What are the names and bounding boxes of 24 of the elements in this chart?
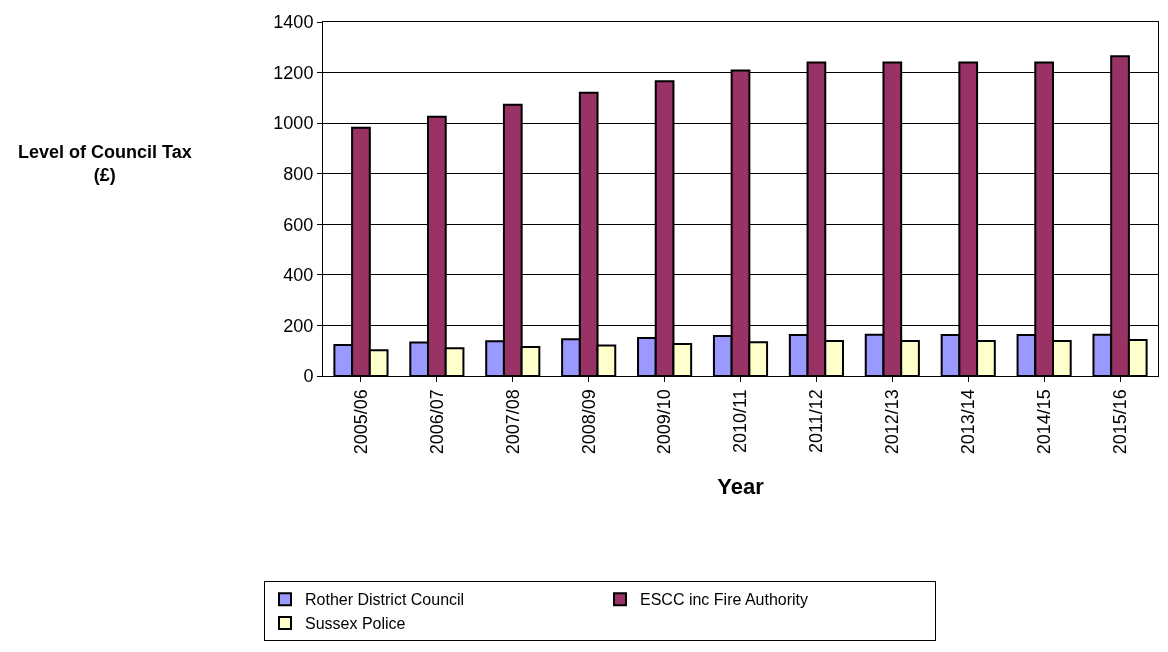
y-tick-label: 600: [283, 214, 314, 235]
y-tick-label: 1400: [273, 12, 314, 33]
x-tick-label: 2010/11: [730, 389, 751, 453]
y-tick-label: 400: [283, 265, 314, 286]
x-tick-label: 2005/06: [350, 389, 371, 455]
x-tick-label: 2012/13: [882, 389, 903, 455]
legend-label: ESCC inc Fire Authority: [640, 591, 809, 609]
x-tick-label: 2011/12: [806, 389, 827, 453]
x-tick-label: 2015/16: [1109, 389, 1130, 455]
y-tick-label: 1200: [273, 62, 314, 83]
x-tick-label: 2013/14: [958, 389, 979, 455]
x-tick-label: 2007/08: [502, 389, 523, 455]
x-axis-title: Year: [717, 474, 765, 500]
y-tick-label: 0: [303, 366, 314, 387]
y-tick-label: 1000: [273, 113, 314, 134]
y-tick-label: 200: [283, 315, 314, 336]
x-tick-label: 2006/07: [426, 389, 447, 455]
x-tick-label: 2008/09: [578, 389, 599, 455]
y-tick-label: 800: [283, 164, 314, 185]
y-axis-title: Level of Council Tax (£): [18, 142, 192, 186]
x-tick-label: 2009/10: [654, 389, 675, 455]
x-tick-label: 2014/15: [1033, 389, 1054, 455]
legend-label: Sussex Police: [305, 615, 406, 633]
legend-label: Rother District Council: [305, 591, 465, 609]
